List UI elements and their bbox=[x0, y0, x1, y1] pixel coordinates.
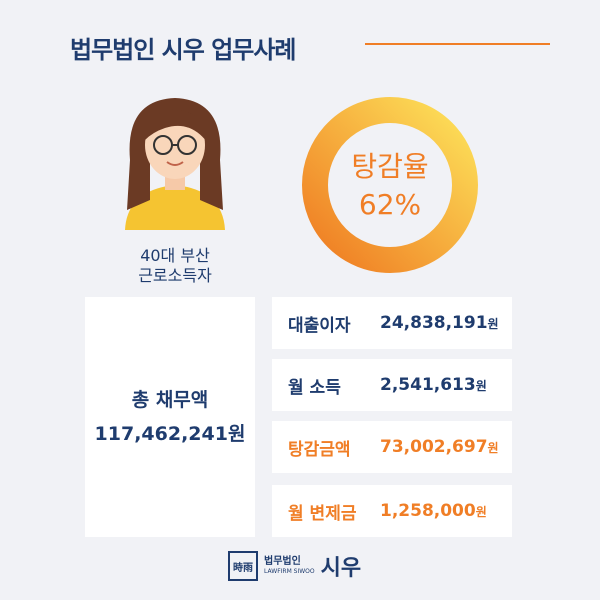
info-row: 대출이자 24,838,191 원 bbox=[272, 297, 512, 349]
logo-english: LAWFIRM SIWOO bbox=[264, 568, 315, 575]
info-row: 탕감금액 73,002,697 원 bbox=[272, 421, 512, 473]
rate-ring bbox=[302, 97, 478, 273]
row-unit: 원 bbox=[487, 440, 499, 455]
avatar bbox=[125, 98, 225, 230]
row-unit: 원 bbox=[475, 378, 487, 393]
rate-label: 탕감율 bbox=[351, 150, 429, 183]
logo-small: 법무법인 bbox=[264, 556, 301, 567]
logo-name: 시우 bbox=[320, 556, 362, 581]
rate: 탕감율 62% bbox=[300, 148, 480, 224]
row-unit: 원 bbox=[487, 316, 499, 331]
row-value: 24,838,191 bbox=[380, 313, 488, 333]
logo-icon: 時雨 bbox=[228, 551, 258, 581]
profile-line: 40대 부산 bbox=[140, 246, 210, 265]
row-value: 73,002,697 bbox=[380, 437, 488, 457]
title-rule bbox=[365, 43, 550, 45]
profile-line: 근로소득자 bbox=[138, 266, 212, 285]
footer-logo: 時雨 법무법인 LAWFIRM SIWOO 시우 bbox=[228, 550, 361, 582]
row-value: 2,541,613 bbox=[380, 375, 476, 395]
title: 법무법인 시우 업무사례 bbox=[70, 36, 297, 64]
row-value: 1,258,000 bbox=[380, 501, 476, 521]
row-label: 월 변제금 bbox=[288, 503, 357, 524]
info-row: 월 소득 2,541,613 원 bbox=[272, 359, 512, 411]
profile: 40대 부산 근로소득자 bbox=[100, 246, 250, 286]
total-label: 총 채무액 bbox=[131, 389, 209, 411]
total-value: 117,462,241원 bbox=[94, 423, 246, 445]
row-unit: 원 bbox=[475, 504, 487, 519]
row-label: 대출이자 bbox=[288, 315, 351, 336]
row-label: 월 소득 bbox=[288, 377, 341, 398]
logo-text: 법무법인 LAWFIRM SIWOO bbox=[264, 556, 315, 576]
rate-value: 62% bbox=[358, 188, 422, 221]
row-label: 탕감금액 bbox=[288, 439, 351, 460]
info-row: 월 변제금 1,258,000 원 bbox=[272, 485, 512, 537]
total-card: 총 채무액 117,462,241원 bbox=[85, 297, 255, 537]
